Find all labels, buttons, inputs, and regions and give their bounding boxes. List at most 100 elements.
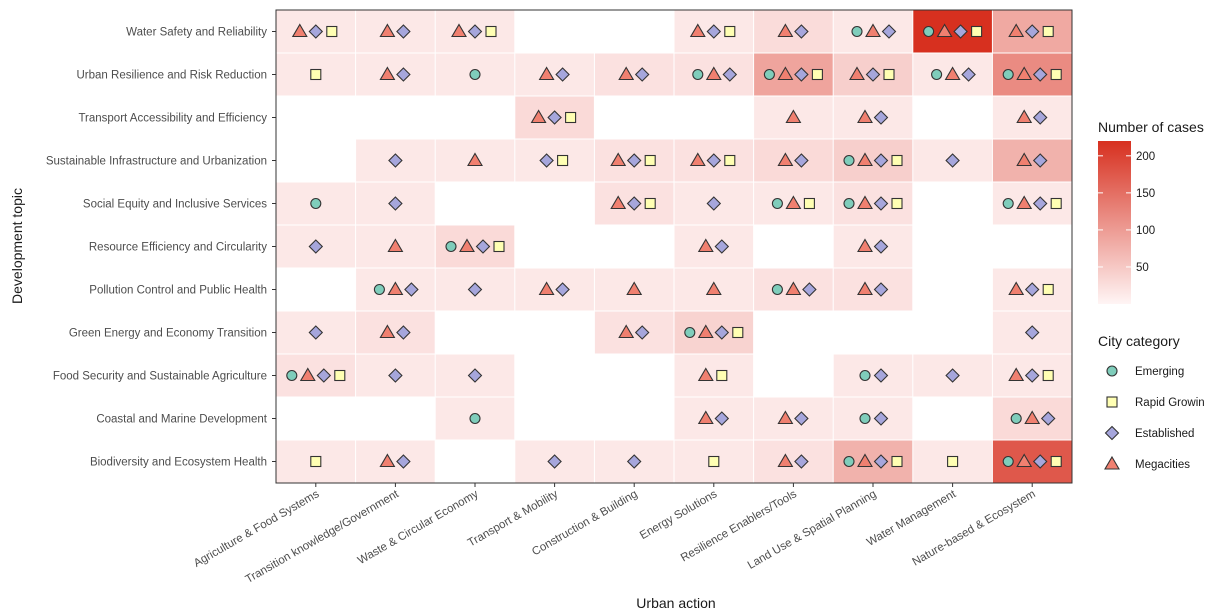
marker-emerging [1002, 455, 1014, 468]
marker-established [388, 368, 403, 383]
marker-megacities [387, 281, 404, 296]
marker-emerging [771, 283, 783, 296]
marker-megacities [467, 152, 483, 167]
x-tick-label: Energy Solutions [638, 488, 720, 542]
marker-established [467, 368, 483, 383]
marker-megacities [1016, 109, 1033, 124]
marker-rapid-growin [565, 111, 577, 124]
marker-megacities [849, 66, 865, 81]
marker-emerging [859, 412, 871, 425]
marker-established [873, 454, 889, 469]
marker-rapid-growin [732, 326, 744, 339]
color-bar-ticks: 50 100 150 200 [1098, 151, 1155, 274]
marker-established [706, 24, 722, 39]
heatmap-cell [356, 440, 435, 483]
marker-megacities [697, 238, 714, 253]
heatmap-cell [594, 311, 674, 354]
color-bar [1098, 141, 1131, 304]
marker-megacities [857, 152, 873, 167]
marker-established [475, 239, 491, 254]
marker-emerging [1010, 412, 1022, 425]
marker-rapid-growin [1050, 455, 1062, 468]
marker-megacities [1024, 410, 1041, 425]
marker-megacities [777, 66, 794, 81]
city-category-markers [286, 23, 1062, 469]
marker-megacities [785, 281, 802, 296]
heatmap-cell [833, 397, 913, 440]
marker-emerging [373, 283, 385, 296]
marker-rapid-growin [310, 455, 322, 468]
marker-megacities [379, 324, 396, 339]
fill-legend: Number of cases 50 100 150 200 [1098, 119, 1204, 304]
legend-key-rapid-growin [1106, 396, 1118, 408]
heatmap-cell [754, 397, 833, 440]
marker-megacities [689, 152, 706, 167]
marker-established [873, 110, 889, 125]
legend-label: Megacities [1135, 459, 1190, 471]
marker-established [396, 454, 411, 469]
marker-emerging [763, 68, 775, 81]
marker-established [316, 368, 332, 383]
marker-established [1024, 282, 1040, 297]
marker-established [547, 110, 562, 125]
marker-established [706, 196, 722, 211]
heatmap-cell [833, 354, 913, 397]
marker-established [794, 153, 809, 168]
marker-established [1032, 454, 1048, 469]
marker-megacities [857, 109, 873, 124]
marker-emerging [469, 412, 481, 425]
marker-established [396, 325, 411, 340]
heatmap-cell [992, 139, 1072, 182]
marker-megacities [379, 66, 396, 81]
legend-key-emerging [1106, 365, 1118, 377]
x-axis-title: Urban action [636, 595, 715, 611]
marker-megacities [291, 23, 308, 38]
y-tick-label: Social Equity and Inclusive Services [83, 199, 267, 211]
marker-emerging [286, 369, 298, 382]
x-tick-label: Land Use & Spatial Planning [746, 488, 879, 572]
heatmap-cell [992, 96, 1072, 139]
marker-megacities [610, 152, 627, 167]
marker-rapid-growin [891, 197, 903, 210]
marker-established [555, 282, 570, 297]
marker-rapid-growin [971, 25, 983, 38]
marker-established [714, 239, 730, 254]
marker-emerging [684, 326, 696, 339]
marker-megacities [1016, 195, 1033, 210]
marker-established [873, 411, 889, 426]
heatmap-cell [515, 53, 594, 96]
marker-established [873, 282, 889, 297]
marker-rapid-growin [644, 197, 656, 210]
marker-megacities [538, 281, 555, 296]
marker-established [865, 67, 881, 82]
legend-label: Established [1135, 428, 1194, 440]
marker-emerging [1002, 197, 1014, 210]
marker-emerging [1002, 68, 1014, 81]
marker-rapid-growin [1042, 369, 1054, 382]
heatmap-cell [515, 139, 594, 182]
marker-megacities [857, 453, 873, 468]
marker-rapid-growin [803, 197, 815, 210]
marker-megacities [379, 23, 396, 38]
marker-established [626, 196, 642, 211]
marker-established [308, 325, 324, 340]
marker-emerging [771, 197, 783, 210]
heatmap-cell [674, 397, 754, 440]
marker-established [626, 454, 642, 469]
marker-megacities [777, 453, 794, 468]
marker-established [794, 411, 809, 426]
heatmap-cell [833, 268, 913, 311]
marker-established [1024, 325, 1040, 340]
shape-legend-items: Emerging Rapid Growin Established Megacitie… [1104, 365, 1205, 471]
y-tick-label: Transport Accessibility and Efficiency [78, 113, 267, 125]
marker-megacities [697, 324, 714, 339]
marker-established [634, 325, 650, 340]
heatmap-cell [594, 53, 674, 96]
marker-megacities [379, 453, 396, 468]
marker-rapid-growin [708, 455, 720, 468]
marker-rapid-growin [493, 240, 505, 253]
marker-megacities [618, 66, 635, 81]
marker-established [308, 24, 324, 39]
marker-established [881, 24, 897, 39]
marker-established [1032, 110, 1048, 125]
